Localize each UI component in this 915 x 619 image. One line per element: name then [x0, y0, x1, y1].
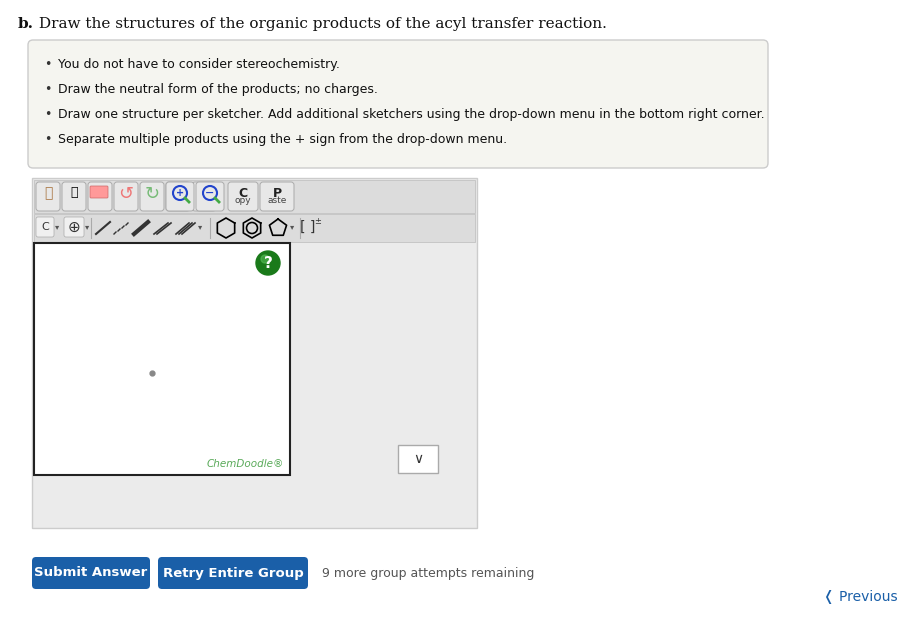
Text: +: + [176, 188, 184, 198]
Text: ∨: ∨ [413, 452, 423, 466]
FancyBboxPatch shape [140, 182, 164, 211]
FancyBboxPatch shape [228, 182, 258, 211]
Bar [34, 214, 475, 242]
Text: Draw the structures of the organic products of the acyl transfer reaction.: Draw the structures of the organic produ… [34, 17, 607, 31]
Text: opy: opy [234, 196, 252, 205]
Text: Draw one structure per sketcher. Add additional sketchers using the drop-down me: Draw one structure per sketcher. Add add… [58, 108, 765, 121]
FancyBboxPatch shape [62, 182, 86, 211]
Text: Submit Answer: Submit Answer [35, 566, 147, 579]
Text: ✋: ✋ [44, 186, 52, 200]
Text: •: • [44, 58, 51, 71]
FancyBboxPatch shape [260, 182, 294, 211]
Text: aste: aste [267, 196, 286, 205]
Text: Retry Entire Group: Retry Entire Group [163, 566, 304, 579]
Text: •: • [44, 133, 51, 146]
FancyBboxPatch shape [36, 182, 60, 211]
Bar [34, 180, 475, 213]
Text: ↻: ↻ [145, 185, 159, 203]
Text: ▾: ▾ [85, 222, 89, 232]
Text: ▾: ▾ [55, 222, 59, 232]
Text: ⊕: ⊕ [68, 220, 81, 235]
Text: ↺: ↺ [118, 185, 134, 203]
Text: ±: ± [315, 217, 321, 225]
Text: [ ]: [ ] [300, 220, 316, 234]
Text: C: C [239, 187, 248, 200]
Text: −: − [205, 188, 215, 198]
Circle shape [261, 255, 269, 263]
Text: •: • [44, 83, 51, 96]
Text: b.: b. [18, 17, 34, 31]
Text: ▾: ▾ [290, 222, 294, 232]
Text: Draw the neutral form of the products; no charges.: Draw the neutral form of the products; n… [58, 83, 378, 96]
FancyBboxPatch shape [196, 182, 224, 211]
Text: 🧴: 🧴 [70, 186, 78, 199]
FancyBboxPatch shape [36, 217, 54, 237]
FancyBboxPatch shape [192, 182, 216, 211]
Text: Separate multiple products using the + sign from the drop-down menu.: Separate multiple products using the + s… [58, 133, 507, 146]
Text: C: C [41, 222, 48, 232]
Bar [32, 178, 477, 528]
FancyBboxPatch shape [90, 186, 108, 198]
Bar [34, 243, 290, 475]
Text: •: • [44, 108, 51, 121]
Text: P: P [273, 187, 282, 200]
FancyBboxPatch shape [32, 557, 150, 589]
FancyBboxPatch shape [158, 557, 308, 589]
Text: 9 more group attempts remaining: 9 more group attempts remaining [322, 566, 534, 579]
FancyBboxPatch shape [166, 182, 190, 211]
FancyBboxPatch shape [88, 182, 112, 211]
Text: ▾: ▾ [198, 222, 202, 232]
Text: ChemDoodle®: ChemDoodle® [207, 459, 284, 469]
Text: ❬ Previous: ❬ Previous [824, 590, 898, 604]
FancyBboxPatch shape [166, 182, 194, 211]
Text: ?: ? [264, 256, 273, 272]
Circle shape [256, 251, 280, 275]
FancyBboxPatch shape [28, 40, 768, 168]
FancyBboxPatch shape [114, 182, 138, 211]
Text: You do not have to consider stereochemistry.: You do not have to consider stereochemis… [58, 58, 339, 71]
Bar [398, 445, 438, 473]
FancyBboxPatch shape [64, 217, 84, 237]
